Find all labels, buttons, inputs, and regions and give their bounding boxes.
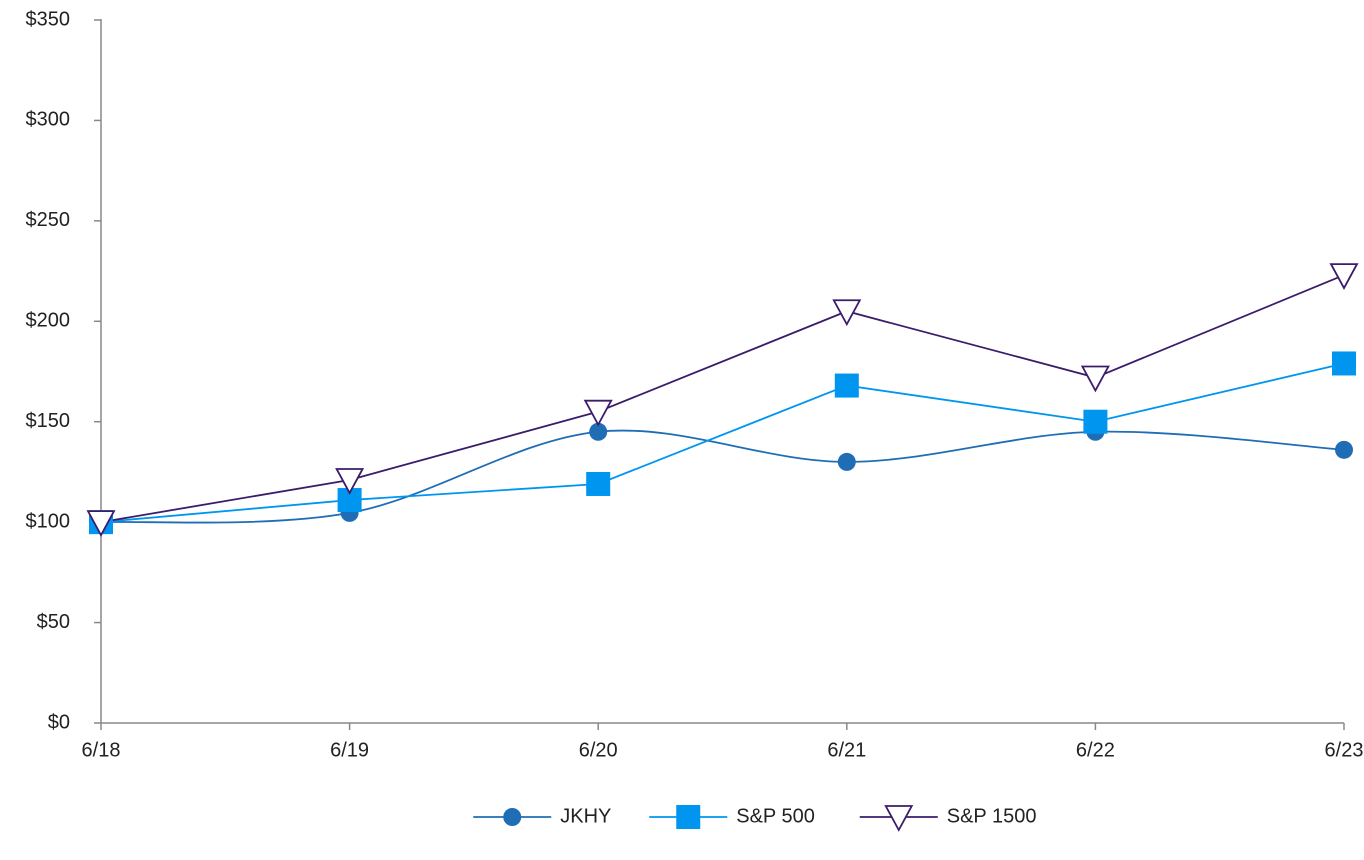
marker [834, 373, 859, 398]
marker [335, 468, 365, 495]
y-tick-label: $50 [37, 611, 70, 633]
y-tick-label: $150 [26, 410, 71, 432]
y-tick-label: $300 [26, 109, 71, 131]
marker [86, 510, 116, 538]
marker [837, 452, 856, 471]
y-tick-label: $100 [26, 510, 71, 532]
x-tick-label: 6/20 [579, 739, 618, 761]
marker [1329, 263, 1359, 290]
marker [676, 805, 701, 829]
marker [586, 471, 611, 496]
x-tick-label: 6/22 [1076, 739, 1115, 761]
series-line [100, 429, 1345, 524]
marker [1083, 409, 1108, 434]
marker [832, 299, 862, 327]
marker [503, 808, 522, 826]
y-tick-label: $250 [26, 209, 71, 231]
x-tick-label: 6/19 [330, 739, 369, 761]
legend-label: S&P 500 [736, 805, 815, 827]
x-tick-label: 6/21 [827, 739, 866, 761]
y-tick-label: $200 [26, 310, 71, 332]
series-line [100, 362, 1345, 524]
marker [1332, 351, 1356, 376]
legend-label: S&P 1500 [947, 805, 1037, 827]
x-tick-label: 6/23 [1325, 739, 1364, 761]
x-tick-label: 6/18 [82, 739, 121, 761]
marker [589, 422, 608, 441]
legend-label: JKHY [560, 805, 611, 827]
marker [583, 399, 613, 427]
marker [1335, 440, 1353, 459]
series-line [100, 274, 1345, 524]
y-tick-label: $350 [26, 8, 71, 30]
marker [1080, 365, 1110, 393]
y-tick-label: $0 [48, 711, 70, 733]
marker [884, 805, 914, 832]
